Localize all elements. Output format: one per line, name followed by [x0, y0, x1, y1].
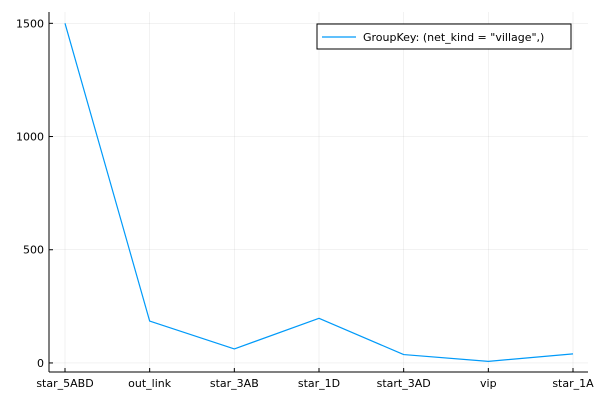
- tick-labels: star_5ABD out_link star_3AB star_1D start_3A…: [16, 17, 594, 390]
- grid: [49, 12, 588, 372]
- axes: [48, 12, 588, 373]
- x-tick-label: vip: [480, 377, 497, 390]
- x-tick-label: star_1A: [552, 377, 594, 390]
- x-tick-label: start_3AD: [377, 377, 431, 390]
- series-line: [64, 23, 574, 362]
- series-layer: [64, 23, 574, 362]
- legend: GroupKey: (net_kind = "village",): [316, 23, 572, 50]
- x-tick-label: star_3AB: [210, 377, 259, 390]
- x-tick-label: star_5ABD: [36, 377, 93, 390]
- y-tick-label: 500: [23, 244, 44, 257]
- y-tick-label: 1500: [16, 17, 44, 30]
- legend-label: GroupKey: (net_kind = "village",): [363, 31, 544, 44]
- x-tick-label: out_link: [128, 377, 172, 390]
- y-tick-label: 0: [37, 357, 44, 370]
- legend-box: [316, 23, 572, 50]
- y-tick-label: 1000: [16, 131, 44, 144]
- x-tick-label: star_1D: [298, 377, 340, 390]
